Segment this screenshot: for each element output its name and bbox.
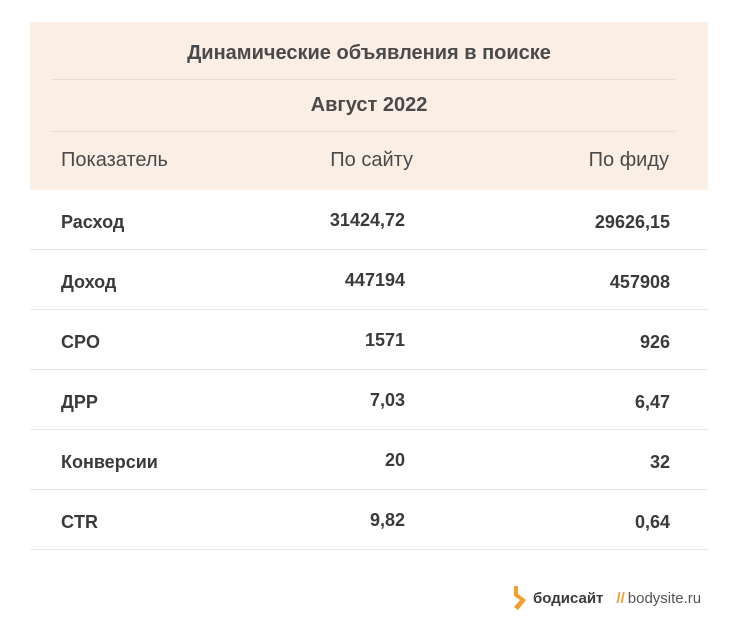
header-divider <box>52 131 675 132</box>
row-label: Расход <box>61 212 125 232</box>
row-label: Конверсии <box>61 452 158 472</box>
header-divider <box>52 79 675 80</box>
table-row: CTR 9,82 0,64 <box>30 490 708 550</box>
row-feed-value: 32 <box>649 452 670 472</box>
footer-logo[interactable]: бодисайт // bodysite.ru <box>512 584 701 612</box>
row-feed-value: 29626,15 <box>594 212 670 232</box>
row-label: CPO <box>61 332 101 352</box>
row-feed-value: 0,64 <box>634 512 670 532</box>
row-feed-value: 6,47 <box>634 392 670 412</box>
table-title: Динамические объявления в поиске <box>187 42 551 64</box>
row-site-value: 7,03 <box>369 390 405 410</box>
row-site-value: 1571 <box>364 330 405 350</box>
row-site-value: 31424,72 <box>329 210 405 230</box>
column-headers: Показатель По сайту По фиду <box>30 149 708 175</box>
row-feed-value: 457908 <box>609 272 670 292</box>
row-site-value: 20 <box>384 450 405 470</box>
row-site-value: 9,82 <box>369 510 405 530</box>
table-period: Август 2022 <box>310 94 428 116</box>
table-header: Динамические объявления в поиске Август … <box>30 22 708 190</box>
column-header-metric: Показатель <box>61 149 168 171</box>
table-row: Расход 31424,72 29626,15 <box>30 190 708 250</box>
row-label: Доход <box>61 272 117 292</box>
column-header-feed: По фиду <box>588 149 669 171</box>
table-row: Конверсии 20 32 <box>30 430 708 490</box>
table-row: Доход 447194 457908 <box>30 250 708 310</box>
bodysite-logo-icon <box>514 586 526 610</box>
row-label: CTR <box>61 512 98 532</box>
brand-divider: // <box>616 589 625 607</box>
site-link[interactable]: bodysite.ru <box>627 589 702 607</box>
table-row: ДРР 7,03 6,47 <box>30 370 708 430</box>
row-feed-value: 926 <box>639 332 670 352</box>
table-row: CPO 1571 926 <box>30 310 708 370</box>
row-site-value: 447194 <box>344 270 405 290</box>
column-header-site: По сайту <box>330 149 413 171</box>
row-label: ДРР <box>61 392 98 412</box>
brand-name: бодисайт <box>533 589 604 607</box>
data-table: Динамические объявления в поиске Август … <box>30 22 708 550</box>
